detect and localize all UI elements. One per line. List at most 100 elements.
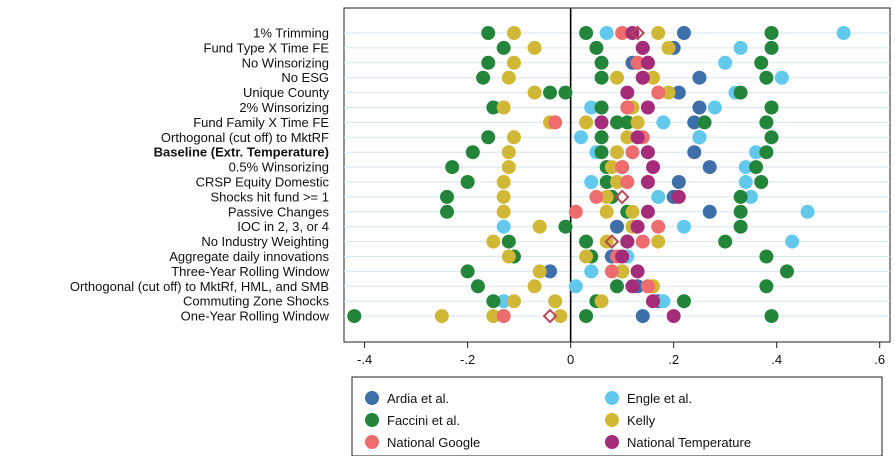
x-tick-label: .2 [668, 352, 679, 367]
point-faccini-et-al [481, 26, 496, 40]
point-engle-et-al [656, 115, 671, 130]
point-kelly [620, 130, 635, 145]
point-national-temperature [646, 294, 661, 309]
x-axis: -.4 -.2 0 .2 .4 .6 [357, 342, 885, 367]
point-kelly [579, 115, 594, 130]
point-kelly [625, 204, 640, 219]
point-faccini-et-al [347, 309, 362, 324]
point-engle-et-al [584, 100, 599, 115]
x-tick-label: .6 [874, 352, 885, 367]
x-tick-label: -.2 [460, 352, 475, 367]
point-kelly [651, 234, 666, 249]
point-kelly [506, 294, 521, 309]
point-engle-et-al [800, 204, 815, 219]
row-label-no-winsorizing: No Winsorizing [242, 55, 329, 70]
point-ardia-et-al [671, 175, 686, 189]
row-label-commuting-zone-shocks: Commuting Zone Shocks [183, 294, 329, 309]
row-label-aggregate-daily-innovations: Aggregate daily innovations [169, 249, 329, 264]
point-engle-et-al [836, 26, 851, 40]
point-national-google [496, 309, 511, 324]
legend-swatch-ardia-et-al [365, 391, 379, 405]
point-kelly [630, 115, 645, 130]
point-engle-et-al [718, 55, 733, 70]
point-national-google [548, 115, 563, 130]
legend-label-engle-et-al: Engle et al. [627, 391, 692, 406]
point-faccini-et-al [440, 189, 455, 204]
point-kelly [661, 85, 676, 100]
point-faccini-et-al [733, 189, 748, 204]
point-engle-et-al [774, 70, 789, 85]
point-kelly [610, 70, 624, 85]
point-faccini-et-al [579, 309, 594, 324]
row-label-three-year-rolling-window: Three-Year Rolling Window [171, 264, 329, 279]
point-ardia-et-al [635, 309, 650, 324]
row-label-shocks-hit-fund-1: Shocks hit fund >= 1 [210, 189, 329, 204]
point-faccini-et-al [543, 85, 558, 100]
legend-label-national-temperature: National Temperature [627, 435, 751, 450]
point-faccini-et-al [594, 100, 609, 115]
point-engle-et-al [656, 294, 671, 309]
point-national-google [651, 219, 666, 234]
point-faccini-et-al [486, 100, 501, 115]
point-kelly [434, 309, 449, 324]
point-engle-et-al [743, 189, 758, 204]
row-label-orthogonal-cut-off-to-mktrf: Orthogonal (cut off) to MktRF [161, 130, 329, 145]
point-faccini-et-al [496, 40, 511, 55]
point-engle-et-al [692, 130, 707, 145]
point-kelly [486, 234, 501, 249]
point-faccini-et-al [718, 234, 733, 249]
point-kelly [599, 204, 614, 219]
point-kelly [506, 26, 521, 40]
point-kelly [496, 204, 511, 219]
point-faccini-et-al [610, 279, 624, 294]
point-national-temperature [671, 189, 686, 204]
point-national-google [589, 189, 604, 204]
point-faccini-et-al [764, 130, 779, 145]
legend-label-national-google: National Google [387, 435, 480, 450]
point-kelly [501, 160, 516, 175]
point-ardia-et-al [692, 70, 707, 85]
point-engle-et-al [738, 160, 753, 175]
point-national-temperature [630, 264, 645, 279]
point-engle-et-al [707, 100, 722, 115]
point-engle-et-al [599, 26, 614, 40]
legend-label-kelly: Kelly [627, 413, 656, 428]
point-faccini-et-al [764, 26, 779, 40]
hollow-diamond-marker [542, 308, 558, 324]
x-tick-label: .4 [771, 352, 782, 367]
point-national-temperature [635, 70, 650, 85]
point-national-temperature [646, 160, 661, 175]
point-national-google [620, 100, 635, 115]
point-national-temperature [620, 85, 635, 100]
point-faccini-et-al [558, 85, 573, 100]
point-faccini-et-al [764, 309, 779, 324]
point-faccini-et-al [594, 55, 609, 70]
point-national-google [651, 85, 666, 100]
point-kelly [610, 145, 624, 160]
point-ardia-et-al [687, 115, 702, 130]
point-ardia-et-al [687, 145, 702, 160]
point-faccini-et-al [754, 175, 769, 189]
point-faccini-et-al [733, 85, 748, 100]
hollow-diamond-marker [630, 25, 646, 41]
row-label-ioc-in-2-3-or-4: IOC in 2, 3, or 4 [237, 219, 329, 234]
point-faccini-et-al [481, 130, 496, 145]
point-faccini-et-al [599, 175, 614, 189]
point-national-temperature [666, 309, 681, 324]
point-faccini-et-al [733, 219, 748, 234]
legend-swatch-national-temperature [605, 435, 619, 449]
point-engle-et-al [733, 40, 748, 55]
point-national-google [620, 175, 635, 189]
x-tick-label: -.4 [357, 352, 372, 367]
legend-swatch-national-google [365, 435, 379, 449]
legend-label-faccini-et-al: Faccini et al. [387, 413, 460, 428]
point-national-temperature [640, 55, 655, 70]
row-label-one-year-rolling-window: One-Year Rolling Window [181, 309, 330, 324]
point-ardia-et-al [702, 160, 717, 175]
point-faccini-et-al [465, 145, 480, 160]
point-engle-et-al [584, 264, 599, 279]
point-faccini-et-al [486, 294, 501, 309]
point-kelly [506, 130, 521, 145]
point-national-temperature [625, 279, 640, 294]
point-kelly [651, 26, 666, 40]
